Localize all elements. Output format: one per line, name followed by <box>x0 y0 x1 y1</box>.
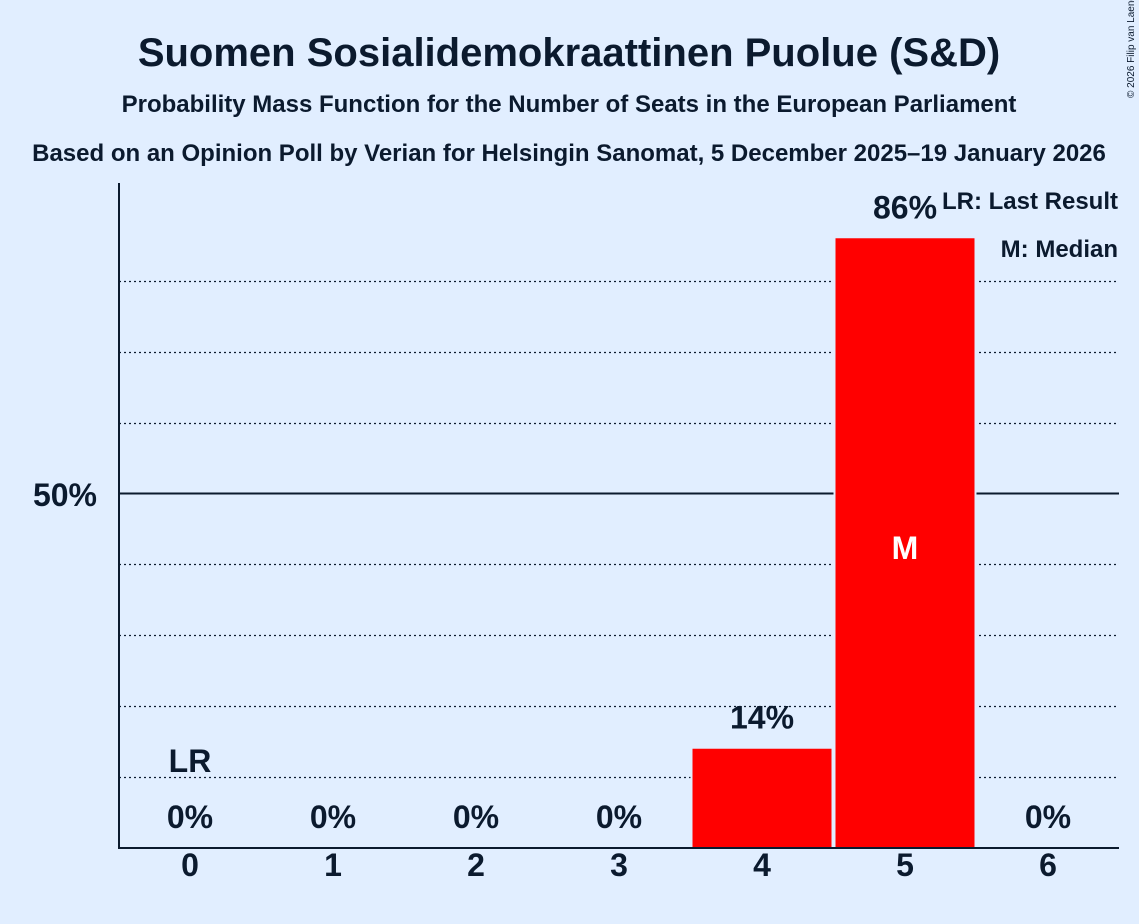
x-tick-label-4: 4 <box>753 847 771 883</box>
chart-subtitle: Probability Mass Function for the Number… <box>122 91 1017 118</box>
median-marker: M <box>892 530 919 566</box>
x-tick-label-1: 1 <box>324 847 342 883</box>
legend-last-result: LR: Last Result <box>942 188 1118 215</box>
x-tick-label-6: 6 <box>1039 847 1057 883</box>
y-tick-label-50: 50% <box>33 477 97 513</box>
value-label-0: 0% <box>167 799 213 835</box>
bar-5 <box>835 238 975 848</box>
x-tick-label-2: 2 <box>467 847 485 883</box>
chart-title: Suomen Sosialidemokraattinen Puolue (S&D… <box>138 31 1000 75</box>
legend-median: M: Median <box>1001 236 1118 263</box>
x-tick-label-5: 5 <box>896 847 914 883</box>
labels: 0 0% LR 1 0% 2 0% 3 0% 4 14% 5 86% M 6 0% <box>167 189 1071 883</box>
value-label-4: 14% <box>730 700 794 736</box>
x-tick-label-0: 0 <box>181 847 199 883</box>
last-result-marker: LR <box>169 743 212 779</box>
copyright: © 2026 Filip van Laenen <box>1126 0 1137 98</box>
value-label-5: 86% <box>873 189 937 225</box>
value-label-2: 0% <box>453 799 499 835</box>
value-label-1: 0% <box>310 799 356 835</box>
x-tick-label-3: 3 <box>610 847 628 883</box>
bars <box>690 236 977 848</box>
value-label-6: 0% <box>1025 799 1071 835</box>
bar-4 <box>692 748 832 848</box>
chart-subtitle-source: Based on an Opinion Poll by Verian for H… <box>32 140 1106 167</box>
value-label-3: 0% <box>596 799 642 835</box>
